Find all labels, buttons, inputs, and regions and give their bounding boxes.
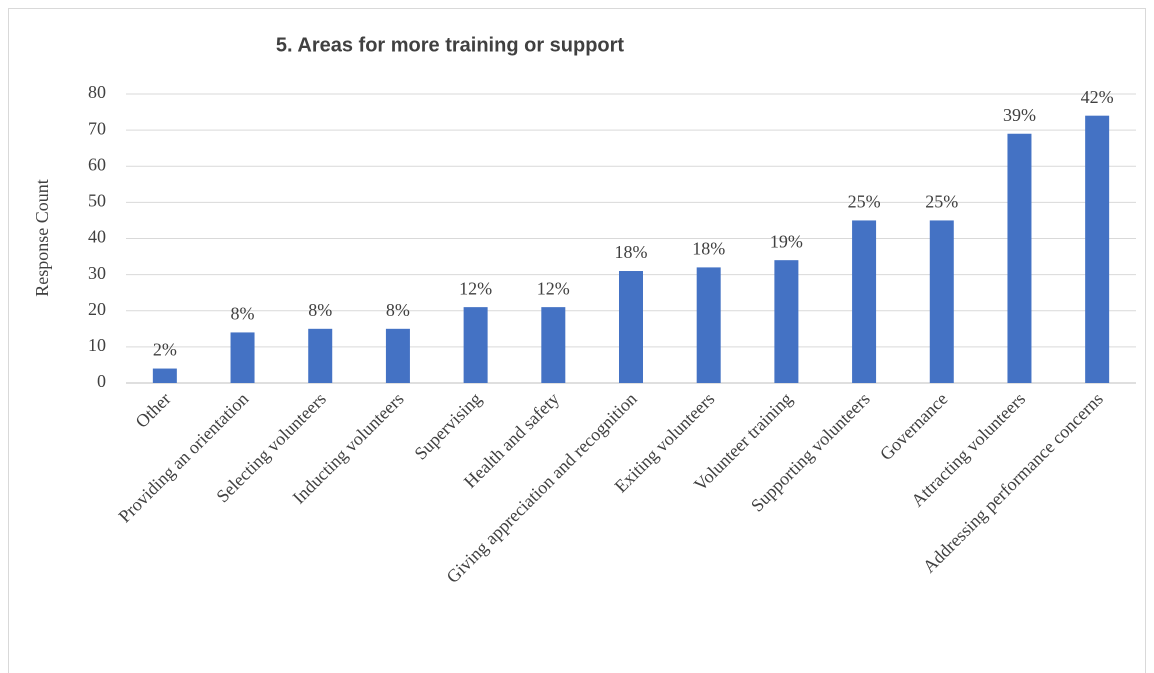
y-tick-label: 40 [88, 227, 106, 247]
bar [1007, 133, 1032, 383]
y-tick-label: 0 [97, 371, 106, 391]
bar [696, 267, 721, 383]
data-label: 25% [848, 192, 881, 212]
bar [1085, 115, 1110, 384]
y-tick-label: 70 [88, 118, 106, 138]
data-label: 25% [925, 192, 958, 212]
data-label: 42% [1081, 87, 1114, 107]
data-label: 18% [615, 242, 648, 262]
data-label: 39% [1003, 105, 1036, 125]
bar [929, 220, 954, 383]
bar [852, 220, 877, 383]
y-tick-label: 30 [88, 263, 106, 283]
y-axis-label: Response Count [32, 179, 52, 297]
y-tick-label: 20 [88, 299, 106, 319]
y-tick-label: 10 [88, 335, 106, 355]
y-tick-label: 80 [88, 82, 106, 102]
bar [152, 368, 177, 383]
bar [385, 328, 410, 383]
bar [774, 260, 799, 383]
data-label: 12% [537, 278, 570, 298]
chart-border [8, 8, 1146, 673]
data-label: 19% [770, 231, 803, 251]
data-label: 8% [308, 300, 332, 320]
bar [230, 332, 255, 383]
bar [308, 328, 333, 383]
data-label: 8% [231, 304, 255, 324]
y-tick-label: 60 [88, 154, 106, 174]
data-label: 8% [386, 300, 410, 320]
chart-title: 5. Areas for more training or support [276, 34, 625, 56]
data-label: 12% [459, 278, 492, 298]
bar [463, 307, 488, 383]
data-label: 2% [153, 340, 177, 360]
bar [619, 271, 643, 383]
bar [541, 307, 566, 383]
data-label: 18% [692, 239, 725, 259]
y-tick-label: 50 [88, 191, 106, 211]
